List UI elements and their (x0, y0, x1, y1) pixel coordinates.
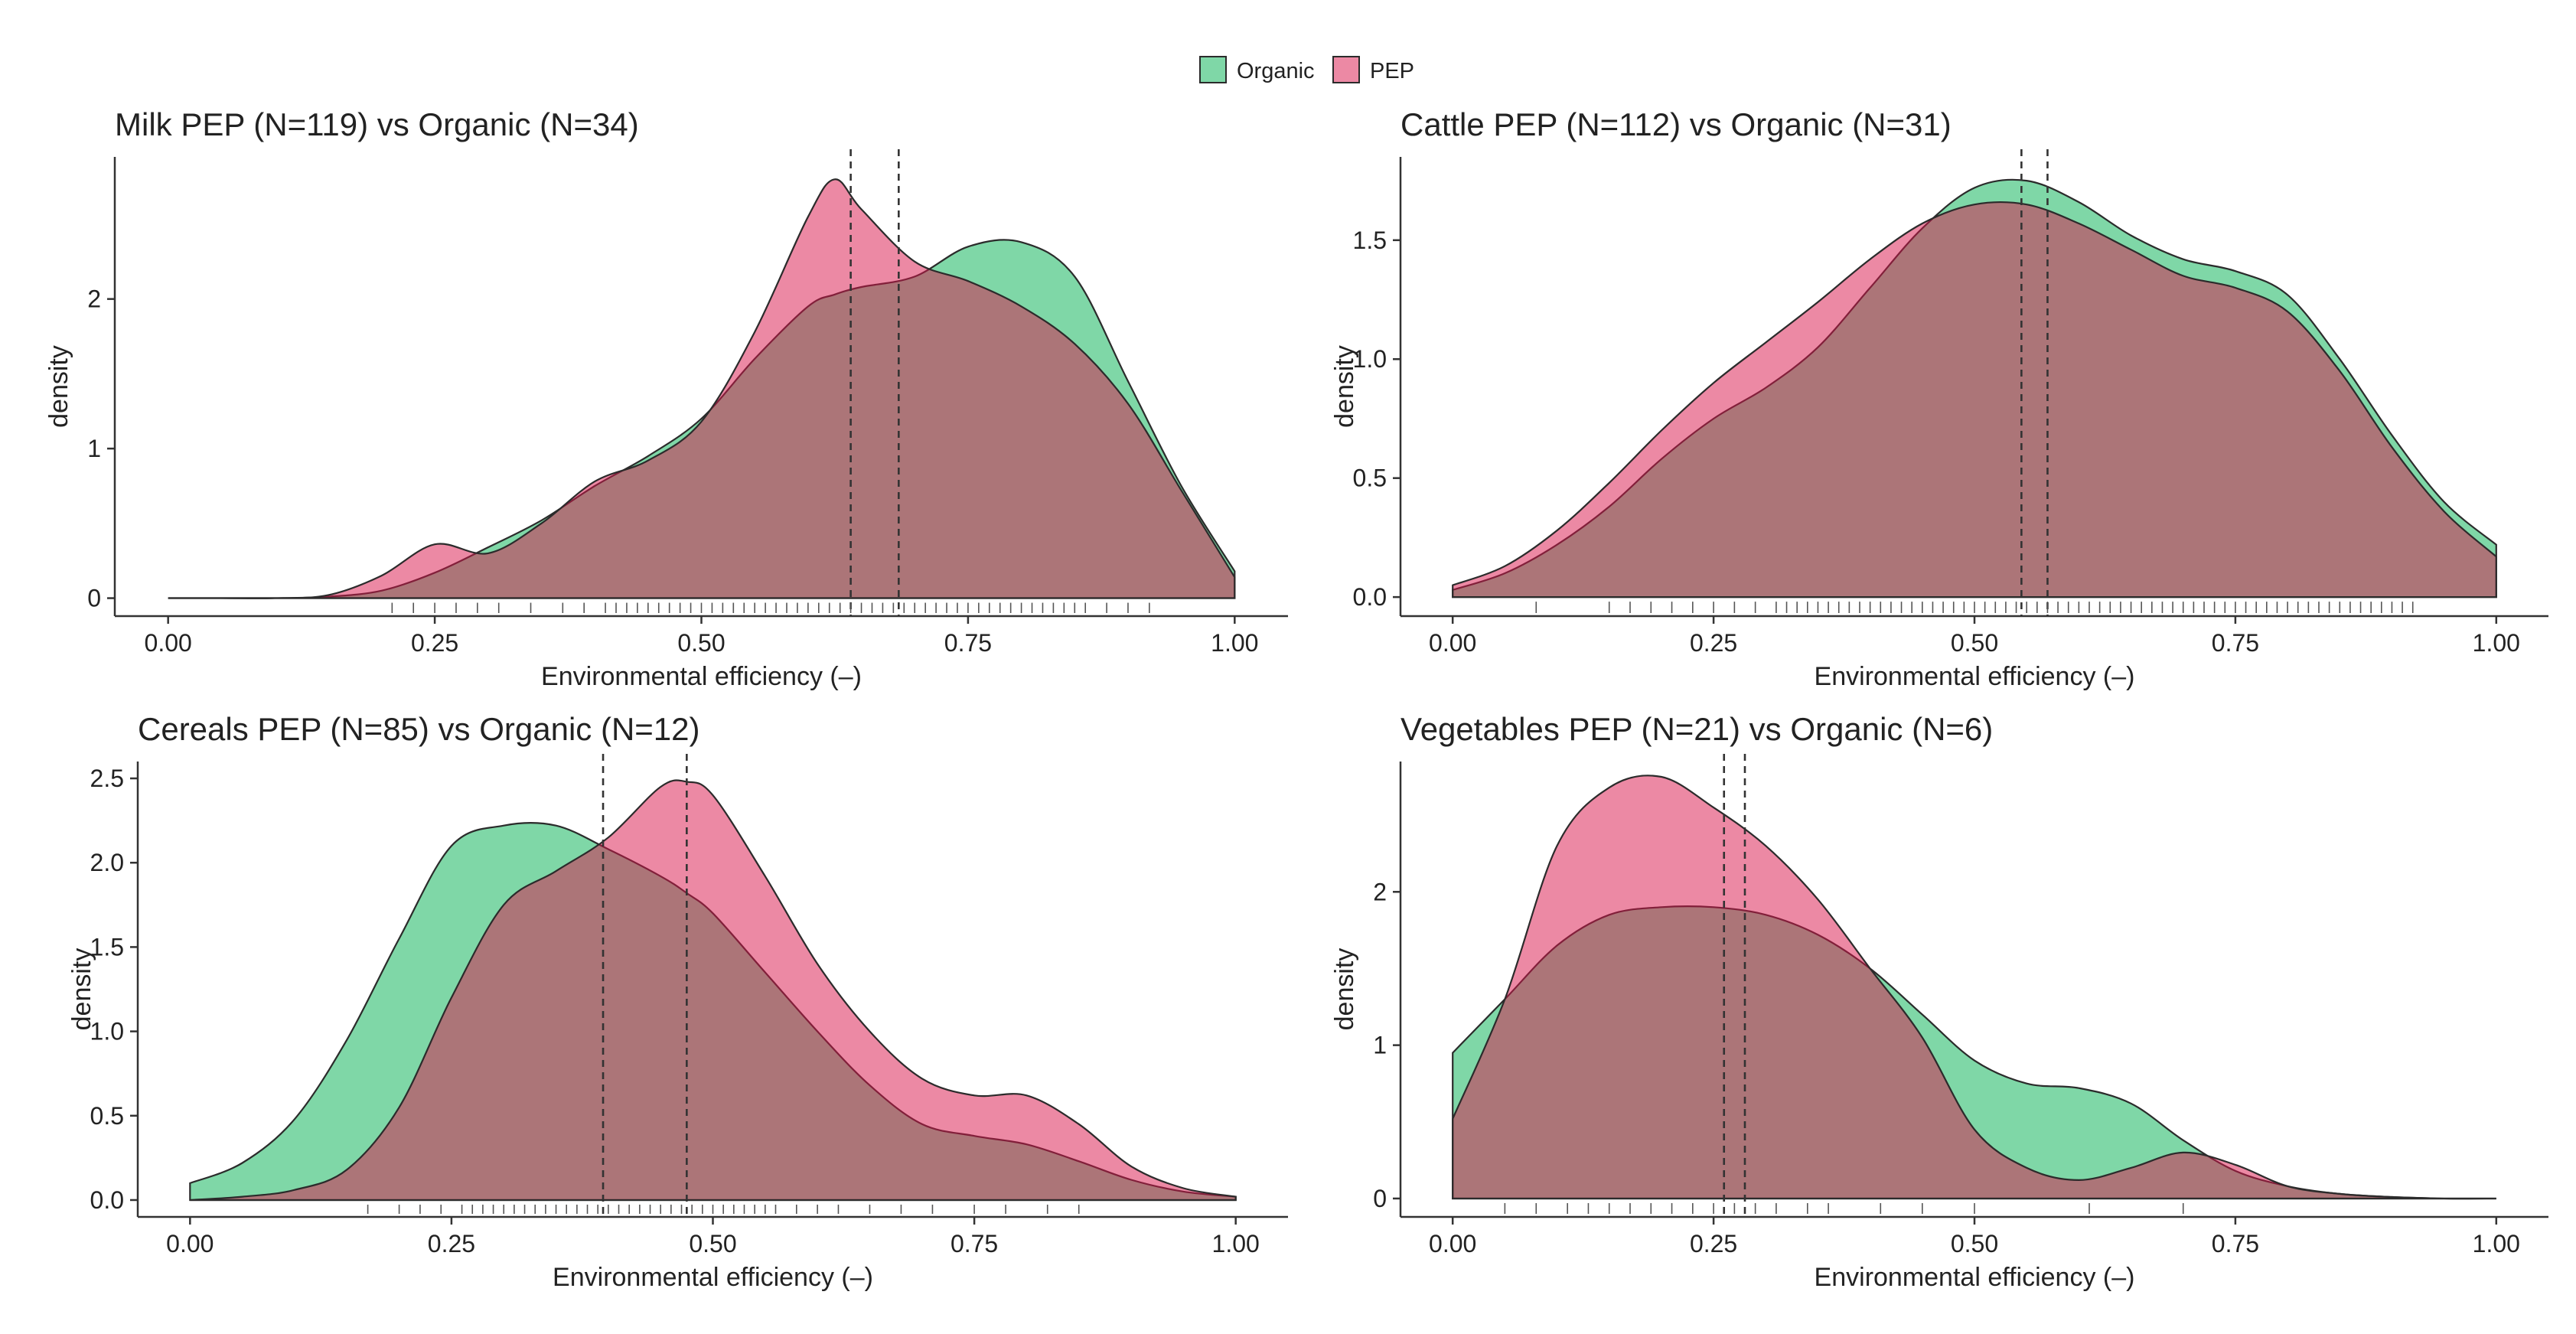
x-tick-label: 0.50 (1951, 629, 1998, 657)
x-tick-label: 0.00 (1429, 1230, 1476, 1257)
y-tick-label: 0.5 (90, 1102, 124, 1130)
y-tick-label: 2 (1373, 878, 1387, 905)
x-tick-label: 0.25 (1690, 629, 1737, 657)
legend-label-organic: Organic (1237, 59, 1315, 83)
x-tick-label: 0.50 (1951, 1230, 1998, 1257)
legend-swatch-pep (1332, 56, 1360, 83)
density-area-pep (1452, 201, 2497, 599)
y-tick-label: 1.5 (1353, 227, 1387, 254)
y-tick-label: 0 (1373, 1185, 1387, 1212)
x-tick-label: 0.75 (951, 1230, 998, 1257)
panel-4: Vegetables PEP (N=21) vs Organic (N=6) 0.… (1330, 711, 2548, 1292)
panel-title: Cattle PEP (N=112) vs Organic (N=31) (1400, 106, 1952, 142)
y-tick-label: 2.0 (90, 849, 124, 876)
x-tick-label: 0.75 (2212, 1230, 2259, 1257)
x-tick-label: 0.75 (944, 629, 992, 657)
density-area-pep (168, 178, 1236, 599)
y-tick-label: 0.0 (1353, 583, 1387, 611)
x-tick-label: 1.00 (2473, 629, 2520, 657)
density-area-pep (190, 779, 1237, 1202)
x-tick-label: 0.00 (1429, 629, 1476, 657)
y-tick-label: 2 (87, 285, 101, 313)
panel-title: Milk PEP (N=119) vs Organic (N=34) (115, 106, 639, 142)
x-tick-label: 1.00 (1211, 629, 1258, 657)
x-axis-label: Environmental efficiency (–) (553, 1263, 873, 1292)
y-tick-label: 0.5 (1353, 465, 1387, 492)
y-tick-label: 1 (87, 435, 101, 462)
y-axis-label: density (1330, 948, 1359, 1031)
density-area-pep (1452, 775, 2496, 1200)
x-tick-label: 0.50 (677, 629, 725, 657)
legend-swatch-organic (1199, 56, 1227, 83)
x-tick-label: 0.00 (145, 629, 192, 657)
x-tick-label: 0.25 (428, 1230, 475, 1257)
y-axis-label: density (67, 948, 96, 1031)
y-tick-label: 0.0 (90, 1186, 124, 1214)
y-tick-label: 1 (1373, 1032, 1387, 1059)
y-tick-label: 0 (87, 585, 101, 612)
panel-title: Vegetables PEP (N=21) vs Organic (N=6) (1400, 711, 1993, 747)
x-tick-label: 0.50 (689, 1230, 736, 1257)
y-tick-label: 1.5 (90, 933, 124, 961)
legend: Organic PEP (1199, 56, 1414, 83)
x-axis-label: Environmental efficiency (–) (1815, 662, 2135, 691)
legend-label-pep: PEP (1370, 59, 1414, 83)
x-tick-label: 1.00 (1212, 1230, 1260, 1257)
panel-2: Cattle PEP (N=112) vs Organic (N=31)0.00… (1330, 106, 2548, 691)
panel-1: Milk PEP (N=119) vs Organic (N=34) 0.00 0.… (44, 106, 1288, 691)
y-axis-label: density (44, 345, 73, 428)
panel-title: Cereals PEP (N=85) vs Organic (N=12) (138, 711, 700, 747)
x-tick-label: 0.75 (2212, 629, 2259, 657)
x-tick-label: 1.00 (2473, 1230, 2520, 1257)
y-tick-label: 1.0 (1353, 345, 1387, 373)
x-tick-label: 0.25 (1690, 1230, 1737, 1257)
panel-3: Cereals PEP (N=85) vs Organic (N=12)0.00… (67, 711, 1288, 1292)
x-axis-label: Environmental efficiency (–) (1815, 1263, 2135, 1292)
x-tick-label: 0.00 (166, 1230, 214, 1257)
y-tick-label: 1.0 (90, 1018, 124, 1045)
y-tick-label: 2.5 (90, 765, 124, 792)
x-axis-label: Environmental efficiency (–) (541, 662, 862, 691)
y-axis-label: density (1330, 345, 1359, 428)
x-tick-label: 0.25 (411, 629, 458, 657)
